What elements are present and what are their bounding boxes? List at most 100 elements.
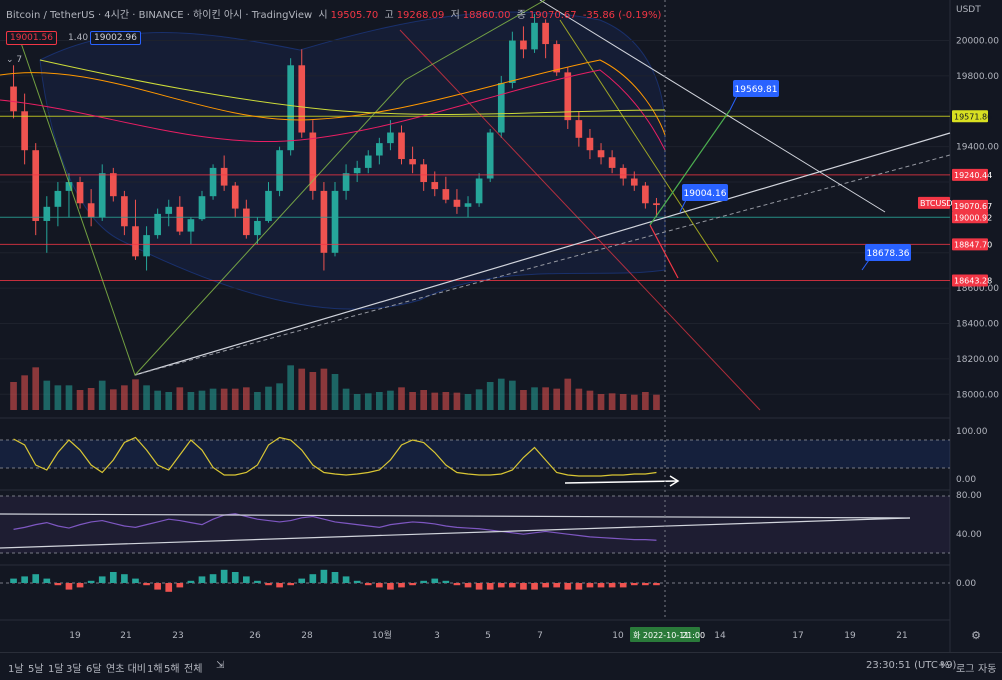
price-chart[interactable]: 20000.00 19800.00 19400.00 18600.00 18400.00… — [0, 0, 1002, 652]
volume-bar — [132, 379, 139, 410]
candle-body — [220, 167, 228, 186]
oscillator1-arrowhead — [669, 475, 680, 487]
macd-tick: 0.00 — [956, 579, 976, 589]
price-tag-label: 18847.70 — [954, 240, 992, 249]
oscillator1-tick: 100.00 — [956, 427, 988, 437]
goto-date-icon[interactable]: ⇲ — [216, 660, 225, 671]
price-tag — [952, 110, 988, 123]
candle-body — [154, 213, 161, 236]
candle-body — [442, 189, 450, 200]
macd-histogram-bar — [331, 572, 339, 583]
volume-bar — [608, 393, 616, 410]
volume-bar — [276, 383, 283, 410]
moving-average-yellow — [39, 59, 666, 115]
price-axis-tick: 19800.00 — [956, 72, 999, 82]
range-ytd[interactable]: 연초 대비 — [106, 664, 146, 675]
candle-body — [486, 132, 494, 179]
candle-body — [176, 206, 184, 232]
volume-bar — [586, 390, 594, 410]
candle-body — [497, 82, 505, 133]
macd-histogram-bar — [586, 583, 594, 588]
candle-body — [198, 196, 206, 220]
price-tag-label: 19240.44 — [954, 171, 992, 180]
candle-body — [21, 111, 28, 151]
macd-histogram-bar — [98, 576, 106, 583]
time-axis-label: 3 — [434, 631, 440, 641]
range-6m[interactable]: 6달 — [86, 664, 102, 675]
macd-histogram-bar — [431, 578, 439, 583]
volume-bar — [32, 367, 40, 410]
bottom-toolbar: 1날 5날 1달 3달 6달 연초 대비 1해 5해 전체 ⇲ 23:30:51… — [0, 652, 1002, 680]
price-tag — [952, 274, 988, 287]
candle-body — [87, 203, 95, 218]
auto-toggle[interactable]: 자동 — [978, 664, 997, 675]
volume-bar — [143, 385, 150, 410]
volume-bar — [398, 387, 405, 410]
volume-bar — [542, 387, 549, 410]
macd-histogram-bar — [420, 580, 428, 583]
volume-bar — [165, 392, 173, 410]
macd-histogram-bar — [553, 583, 561, 588]
price-tag — [952, 168, 988, 181]
percent-toggle[interactable]: % — [940, 660, 950, 671]
oscillator1-tick: 0.00 — [956, 475, 976, 485]
time-axis-label: 7 — [537, 631, 543, 641]
macd-histogram-bar — [187, 580, 195, 583]
callout-pointer — [729, 95, 738, 111]
candle-body — [586, 137, 594, 151]
macd-histogram-bar — [76, 583, 84, 588]
macd-histogram-bar — [65, 583, 73, 590]
time-axis-label: 10 — [612, 631, 624, 641]
time-axis-label: 21 — [896, 631, 907, 641]
macd-histogram-bar — [320, 569, 328, 583]
log-toggle[interactable]: 로그 — [956, 664, 975, 675]
candle-body — [76, 182, 84, 204]
candle-body — [453, 199, 461, 207]
range-3m[interactable]: 3달 — [66, 664, 82, 675]
symbol-title: Bitcoin / TetherUS · 4시간 · BINANCE · 하이킨… — [6, 10, 313, 21]
candle-body — [209, 167, 217, 197]
candle-body — [43, 206, 51, 221]
candle-body — [619, 167, 627, 179]
macd-histogram-bar — [109, 572, 117, 583]
sell-price-button[interactable]: 19001.56 — [6, 31, 57, 45]
settings-icon: ⚙ — [971, 629, 981, 642]
volume-bar — [198, 390, 206, 410]
candle-body — [265, 190, 272, 221]
candle-body — [575, 120, 583, 138]
macd-histogram-bar — [542, 583, 549, 588]
close-label: 종 — [516, 10, 526, 21]
oscillator2-tick: 40.00 — [956, 530, 982, 540]
range-5d[interactable]: 5날 — [28, 664, 44, 675]
macd-histogram-bar — [165, 583, 173, 592]
candle-body — [231, 185, 239, 209]
candle-body — [553, 44, 561, 73]
low-label: 저 — [450, 10, 460, 21]
range-1d[interactable]: 1날 — [8, 664, 24, 675]
range-1m[interactable]: 1달 — [48, 664, 64, 675]
volume-bar — [453, 392, 461, 410]
candle-body — [32, 150, 40, 221]
macd-histogram-bar — [154, 583, 161, 590]
macd-histogram-bar — [376, 583, 383, 588]
macd-histogram-bar — [453, 583, 461, 586]
macd-histogram-bar — [608, 583, 616, 588]
low-value: 18860.00 — [462, 10, 511, 21]
indicator-count: 7 — [16, 55, 23, 65]
indicators-toggle[interactable]: ⌄ 7 — [6, 55, 22, 65]
buy-price-button[interactable]: 19002.96 — [90, 31, 141, 45]
candle-body — [132, 226, 139, 257]
range-5y[interactable]: 5해 — [164, 664, 180, 675]
volume-bar — [76, 390, 84, 410]
macd-histogram-bar — [387, 583, 394, 590]
time-axis-label: 19 — [844, 631, 856, 641]
range-1y[interactable]: 1해 — [147, 664, 163, 675]
range-all[interactable]: 전체 — [184, 664, 203, 675]
candle-body — [143, 235, 150, 257]
volume-bar — [642, 392, 649, 410]
volume-bar — [54, 385, 62, 410]
candle-body — [653, 203, 660, 206]
macd-histogram-bar — [464, 583, 472, 588]
macd-histogram-bar — [242, 576, 250, 583]
clock-display[interactable]: 23:30:51 (UTC+9) — [866, 660, 957, 671]
